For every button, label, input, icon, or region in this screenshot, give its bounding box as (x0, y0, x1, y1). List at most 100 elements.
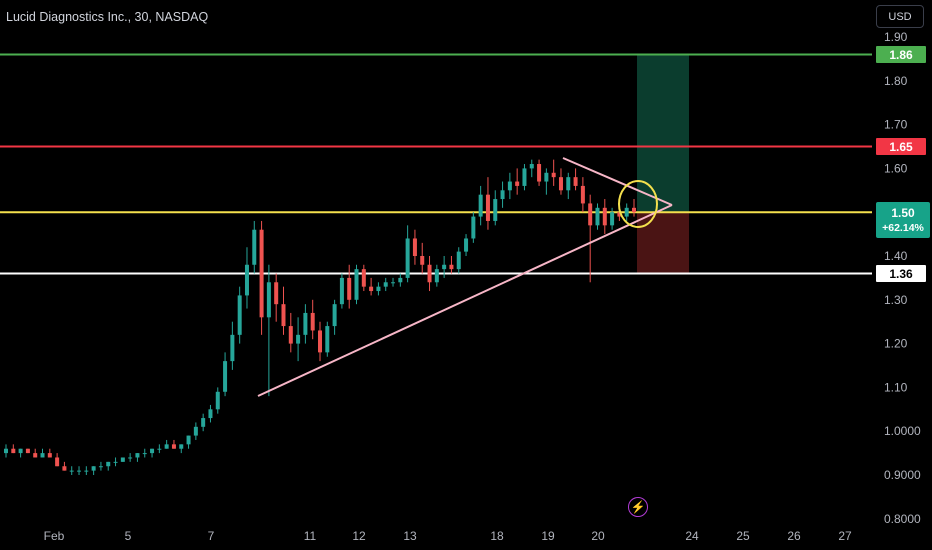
time-axis[interactable]: Feb 5 7 11 12 13 18 19 20 24 25 26 27 (44, 529, 852, 543)
candle (376, 282, 381, 296)
candle (434, 264, 439, 287)
candle (310, 299, 315, 340)
candle (405, 225, 410, 283)
candle (296, 317, 301, 362)
candle (266, 264, 271, 397)
price-tick-label: 1.10 (884, 380, 908, 394)
candle (318, 321, 322, 362)
candle (566, 172, 571, 200)
candle (135, 453, 140, 462)
time-tick-label: 12 (352, 529, 366, 543)
candle (493, 190, 498, 226)
candle (398, 273, 403, 287)
candle (361, 264, 366, 292)
candle (391, 277, 396, 287)
time-tick-label: Feb (44, 529, 65, 543)
highlight-circle[interactable] (618, 180, 658, 228)
candle (580, 177, 585, 213)
candle (544, 168, 549, 195)
candle (201, 413, 206, 432)
candle (98, 461, 103, 471)
descending-trendline[interactable] (562, 157, 673, 206)
candle (142, 448, 147, 458)
time-tick-label: 5 (125, 529, 132, 543)
price-tick-label: 1.20 (884, 337, 908, 351)
candle (442, 256, 447, 278)
target-zone[interactable] (637, 54, 689, 213)
candle (55, 453, 60, 467)
candle (113, 457, 118, 467)
candle (449, 256, 454, 274)
ascending-trendline[interactable] (257, 204, 673, 397)
level-price-badge: 1.36 (876, 265, 926, 283)
current-price: 1.50 (891, 206, 915, 220)
stop-zone[interactable] (637, 212, 689, 274)
candle (412, 229, 417, 265)
candle (420, 242, 425, 274)
candlesticks (4, 159, 636, 475)
candle (33, 448, 38, 458)
candle (551, 159, 556, 186)
candle (244, 247, 249, 309)
price-tick-label: 0.8000 (884, 512, 921, 526)
candle (62, 461, 67, 471)
candle (128, 453, 133, 462)
candle (208, 404, 213, 423)
candle (558, 168, 563, 195)
candle (602, 199, 607, 235)
candle (84, 466, 89, 475)
lightning-icon[interactable]: ⚡ (628, 497, 648, 517)
candle (339, 273, 344, 309)
candle (186, 435, 191, 449)
candle (40, 448, 45, 458)
time-tick-label: 18 (490, 529, 504, 543)
time-tick-label: 25 (736, 529, 750, 543)
candle (610, 207, 615, 230)
candle (303, 304, 308, 344)
price-change: +62.14% (882, 222, 924, 234)
candle (47, 448, 52, 458)
level-price-badge: 1.86 (876, 46, 926, 64)
time-tick-label: 27 (838, 529, 852, 543)
level-price-badge: 1.65 (876, 138, 926, 155)
price-tick-label: 1.70 (884, 118, 908, 132)
price-tick-label: 1.40 (884, 249, 908, 263)
candle (632, 199, 636, 217)
candle (478, 185, 483, 226)
candle (164, 439, 169, 449)
price-tick-label: 1.0000 (884, 424, 921, 438)
candle (588, 194, 593, 283)
candle (4, 444, 8, 458)
time-tick-label: 13 (403, 529, 417, 543)
candle (383, 277, 388, 292)
time-tick-label: 7 (208, 529, 215, 543)
candle (18, 448, 23, 458)
candle (193, 422, 198, 440)
candle (573, 168, 578, 191)
candle (624, 203, 629, 221)
candle (274, 273, 279, 322)
candle (25, 448, 30, 454)
candle (288, 312, 293, 353)
candle (471, 212, 476, 243)
candle (281, 286, 286, 335)
time-tick-label: 19 (541, 529, 555, 543)
price-tick-label: 1.30 (884, 293, 908, 307)
candle (11, 444, 16, 454)
price-tick-label: 1.60 (884, 161, 908, 175)
candle (91, 466, 96, 475)
candle (515, 168, 520, 195)
candle (595, 203, 600, 230)
candle (325, 321, 330, 357)
candle (500, 181, 505, 208)
drawings[interactable] (257, 157, 673, 397)
candle (215, 387, 220, 414)
candle (171, 439, 176, 449)
currency-button[interactable]: USD (876, 5, 924, 28)
candle (464, 234, 469, 256)
candle (507, 172, 512, 200)
candle (120, 457, 125, 462)
candle (485, 177, 490, 230)
time-tick-label: 20 (591, 529, 605, 543)
